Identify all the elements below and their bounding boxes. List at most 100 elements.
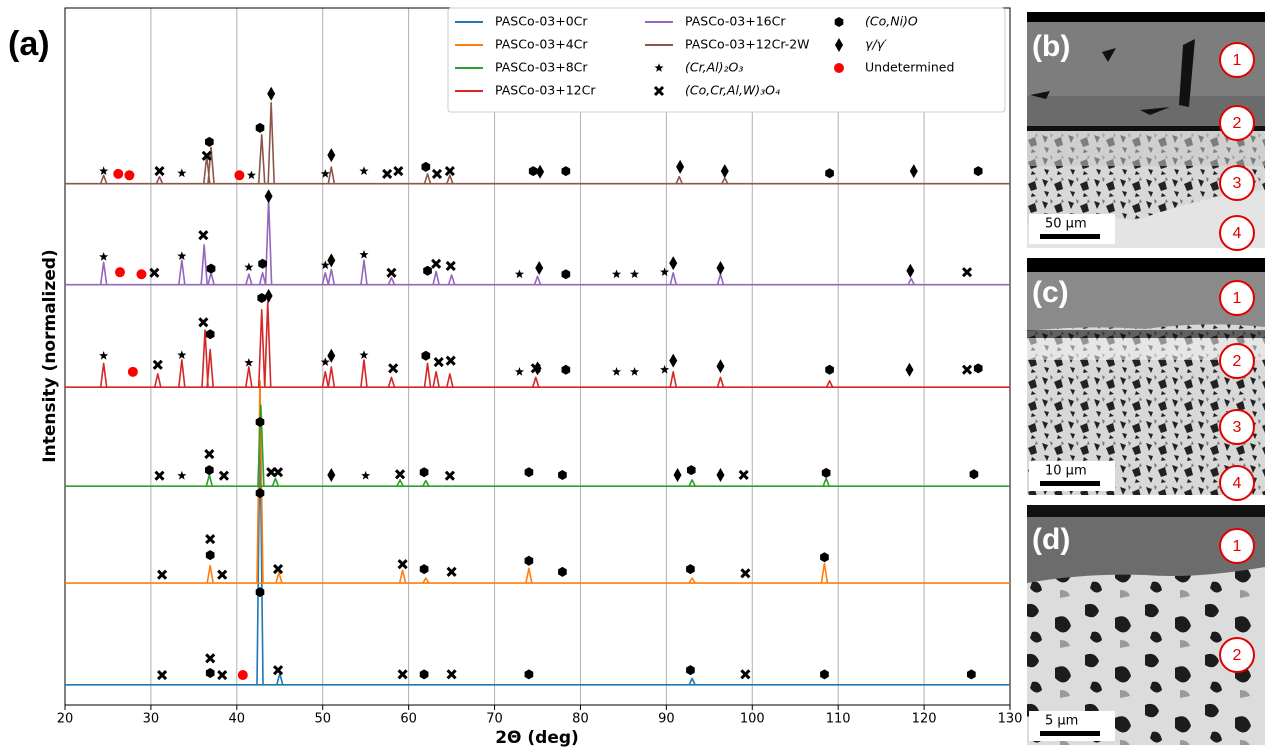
phase-marker (514, 367, 525, 376)
layer-number: 3 (1233, 175, 1242, 192)
phase-marker (154, 470, 165, 481)
layer-number: 2 (1233, 115, 1242, 132)
phase-marker (821, 467, 831, 478)
x-tick-label: 30 (143, 712, 160, 727)
phase-marker (558, 566, 567, 577)
x-tick-label: 90 (658, 712, 675, 727)
phase-marker (394, 469, 406, 480)
layer-circle (1219, 280, 1255, 316)
phase-marker (267, 86, 276, 101)
phase-marker (99, 351, 109, 360)
phase-marker (157, 569, 168, 580)
peak (447, 274, 456, 285)
legend-label: PASCo-03+0Cr (495, 14, 588, 29)
phase-marker (716, 359, 725, 374)
phase-marker (382, 168, 393, 179)
phase-marker (177, 168, 187, 178)
layer-number: 2 (1233, 353, 1242, 370)
peak (258, 272, 267, 285)
peak (257, 309, 266, 388)
peak (716, 273, 725, 285)
phase-marker (825, 364, 834, 375)
phase-marker (272, 564, 284, 575)
phase-marker (419, 564, 429, 575)
peak (257, 134, 266, 184)
peak (206, 564, 214, 584)
legend-label: PASCo-03+12Cr (495, 83, 596, 98)
phase-marker (237, 670, 248, 681)
phase-marker (686, 564, 695, 575)
phase-marker (255, 587, 265, 598)
layer-circle (1219, 637, 1255, 673)
phase-marker (246, 170, 256, 180)
phase-marker (423, 265, 432, 276)
peak (688, 577, 696, 584)
phase-marker (740, 669, 751, 680)
phase-marker (327, 148, 336, 163)
legend-label: (Cr,Al)₂O₃ (685, 60, 743, 75)
legend-swatch (835, 38, 843, 52)
phase-marker (630, 367, 640, 376)
layer-number: 2 (1233, 647, 1242, 664)
phase-marker (419, 669, 429, 680)
peak (99, 261, 108, 285)
phase-marker (676, 159, 685, 174)
phase-marker (327, 253, 336, 268)
phase-marker (561, 269, 571, 280)
x-tick-label: 100 (740, 712, 765, 727)
layer-number: 3 (1233, 419, 1242, 436)
phase-marker (445, 355, 456, 366)
phase-marker (716, 260, 725, 275)
legend-swatch (654, 63, 664, 72)
phase-marker (99, 166, 109, 175)
peak (716, 376, 725, 388)
phase-marker (205, 667, 215, 678)
peak (721, 177, 729, 185)
layer-circle (1219, 409, 1255, 445)
peak (99, 174, 108, 184)
peak (688, 677, 696, 686)
phase-marker (673, 467, 682, 482)
scale-bar (1040, 731, 1100, 736)
phase-marker (124, 170, 135, 181)
peak (321, 371, 330, 388)
phase-marker (431, 168, 443, 179)
phase-marker (255, 488, 265, 499)
peak (178, 359, 186, 388)
phase-marker (536, 164, 545, 179)
phase-marker (421, 350, 431, 361)
phase-marker (217, 569, 228, 580)
peak (525, 567, 533, 584)
phase-marker (177, 251, 187, 261)
x-tick-label: 110 (826, 712, 851, 727)
phase-marker (716, 467, 725, 482)
scale-bar (1040, 481, 1100, 486)
phase-marker (177, 470, 187, 480)
layer-number: 4 (1233, 475, 1242, 492)
peak (327, 166, 336, 184)
x-tick-label: 80 (572, 712, 589, 727)
x-tick-label: 20 (57, 712, 74, 727)
phase-marker (533, 361, 542, 376)
phase-marker (961, 364, 973, 375)
peak (99, 362, 108, 388)
peak (675, 175, 683, 184)
scale-bar-label: 50 µm (1045, 217, 1087, 232)
peak (360, 259, 368, 285)
phase-marker (320, 169, 330, 178)
phase-marker (419, 467, 429, 478)
peak (206, 348, 214, 388)
peak (820, 562, 829, 584)
peak (256, 380, 264, 584)
phase-marker (535, 260, 544, 275)
phase-marker (433, 357, 444, 368)
phase-marker (258, 258, 267, 269)
phase-marker (359, 249, 369, 259)
phase-marker (524, 467, 534, 478)
phase-marker (431, 258, 442, 269)
legend-label: PASCo-03+12Cr-2W (685, 37, 810, 52)
panel-label: (b) (1032, 30, 1070, 63)
phase-marker (198, 230, 209, 241)
peak (422, 577, 430, 584)
phase-marker (669, 256, 678, 271)
